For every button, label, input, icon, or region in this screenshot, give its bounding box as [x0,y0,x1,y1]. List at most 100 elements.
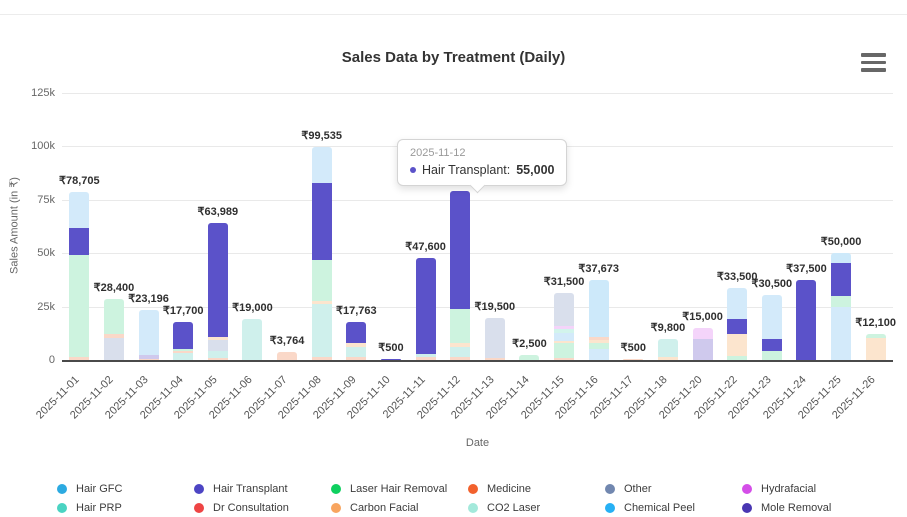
bar-segment[interactable] [588,349,609,360]
bar-segment[interactable] [484,357,505,360]
bar-stack[interactable] [588,279,609,360]
bar-segment[interactable] [554,333,575,342]
bar-stack[interactable] [796,279,817,360]
bar-segment[interactable] [207,336,228,340]
bar-segment[interactable] [831,253,852,263]
bar-segment[interactable] [588,342,609,350]
bar-segment[interactable] [242,319,263,360]
legend-item[interactable]: Hair Transplant [194,479,331,498]
bar-segment[interactable] [415,354,436,358]
bar-stack[interactable] [138,310,159,360]
legend-item[interactable]: Carbon Facial [331,498,468,517]
bar-segment[interactable] [554,329,575,334]
bar-segment[interactable] [450,191,471,309]
bar-segment[interactable] [692,338,713,360]
bar-segment[interactable] [380,358,401,360]
bar-segment[interactable] [450,308,471,343]
bar-segment[interactable] [450,347,471,357]
bar-segment[interactable] [727,355,748,360]
bar-segment[interactable] [207,351,228,358]
bar-segment[interactable] [831,306,852,360]
bar-segment[interactable] [103,337,124,360]
bar-segment[interactable] [554,341,575,343]
legend-item[interactable]: CO2 Laser [468,498,605,517]
bar-segment[interactable] [692,327,713,339]
bar-segment[interactable] [138,310,159,355]
bar-segment[interactable] [519,354,540,360]
bar-segment[interactable] [554,292,575,326]
bar-segment[interactable] [69,191,90,228]
bar-segment[interactable] [484,318,505,358]
legend-item[interactable]: Hair GFC [57,479,194,498]
bar-stack[interactable] [242,319,263,360]
bar-segment[interactable] [346,322,367,343]
bar-stack[interactable] [692,327,713,360]
bar-stack[interactable] [277,351,298,360]
bar-stack[interactable] [69,191,90,360]
bar-segment[interactable] [588,279,609,337]
bar-stack[interactable] [380,358,401,360]
bar-segment[interactable] [311,304,332,357]
bar-segment[interactable] [831,262,852,296]
legend-item[interactable]: Hair PRP [57,498,194,517]
bar-stack[interactable] [727,288,748,360]
bar-segment[interactable] [865,338,886,360]
legend-item[interactable]: Medicine [468,479,605,498]
bar-segment[interactable] [831,295,852,307]
bar-segment[interactable] [623,358,644,360]
bar-segment[interactable] [450,342,471,348]
bar-segment[interactable] [346,347,367,357]
bar-segment[interactable] [207,339,228,352]
bar-segment[interactable] [311,259,332,302]
bar-segment[interactable] [207,357,228,360]
bar-segment[interactable] [450,356,471,360]
bar-stack[interactable] [207,223,228,360]
bar-segment[interactable] [761,294,782,339]
bar-segment[interactable] [173,349,194,352]
bar-stack[interactable] [519,354,540,360]
bar-stack[interactable] [623,358,644,360]
bar-stack[interactable] [311,147,332,360]
bar-segment[interactable] [554,358,575,360]
bar-segment[interactable] [415,258,436,355]
bar-segment[interactable] [554,342,575,359]
bar-stack[interactable] [657,339,678,360]
bar-stack[interactable] [865,334,886,360]
bar-segment[interactable] [69,255,90,357]
bar-segment[interactable] [346,342,367,348]
bar-segment[interactable] [277,351,298,360]
bar-segment[interactable] [173,352,194,360]
bar-stack[interactable] [761,294,782,360]
bar-segment[interactable] [138,354,159,359]
bar-segment[interactable] [311,356,332,360]
bar-segment[interactable] [311,182,332,260]
legend-item[interactable]: Mole Removal [742,498,879,517]
bar-segment[interactable] [796,279,817,360]
legend-item[interactable]: Laser Hair Removal [331,479,468,498]
bar-segment[interactable] [657,339,678,358]
bar-segment[interactable] [311,147,332,183]
bar-segment[interactable] [588,336,609,340]
bar-stack[interactable] [554,292,575,360]
bar-segment[interactable] [138,358,159,360]
bar-segment[interactable] [415,357,436,360]
bar-segment[interactable] [727,334,748,356]
bar-stack[interactable] [346,322,367,360]
bar-segment[interactable] [207,223,228,337]
bar-stack[interactable] [831,253,852,360]
bar-segment[interactable] [69,227,90,256]
bar-stack[interactable] [415,258,436,360]
bar-segment[interactable] [761,338,782,352]
bar-stack[interactable] [450,191,471,360]
bar-stack[interactable] [103,299,124,360]
bar-segment[interactable] [173,322,194,350]
bar-segment[interactable] [103,299,124,334]
bar-segment[interactable] [173,351,194,353]
legend-item[interactable]: Hydrafacial [742,479,879,498]
bar-segment[interactable] [865,334,886,339]
bar-stack[interactable] [173,322,194,360]
bar-segment[interactable] [727,319,748,335]
legend-item[interactable]: Other [605,479,742,498]
bar-segment[interactable] [103,333,124,338]
bar-stack[interactable] [484,318,505,360]
